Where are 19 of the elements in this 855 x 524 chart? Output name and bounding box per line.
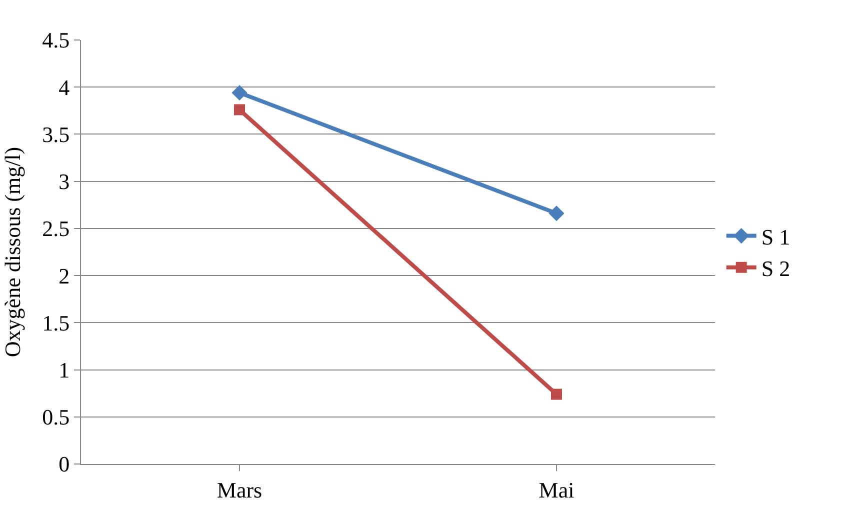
- y-tick-label: 1.5: [42, 310, 70, 336]
- y-tick-label: 1: [58, 357, 70, 382]
- legend-label: S 2: [761, 256, 790, 281]
- y-tick-label: 4: [58, 74, 70, 100]
- x-tick-label: Mars: [216, 477, 262, 502]
- y-tick-label: 3.5: [42, 122, 70, 147]
- y-tick-label: 0: [58, 452, 70, 477]
- y-tick-label: 2.5: [42, 216, 70, 242]
- point: [232, 84, 248, 101]
- legend-label: S 1: [761, 224, 790, 250]
- y-tick-label: 3: [58, 169, 70, 194]
- x-tick-label: Mai: [538, 477, 574, 502]
- point: [551, 388, 562, 400]
- y-axis-title: Oxygène dissous (mg/l): [0, 146, 25, 358]
- y-tick-label: 2: [58, 263, 70, 288]
- y-tick-label: 4.5: [42, 28, 70, 53]
- point: [548, 206, 564, 222]
- y-tick-label: 0.5: [42, 404, 70, 430]
- point: [234, 104, 245, 116]
